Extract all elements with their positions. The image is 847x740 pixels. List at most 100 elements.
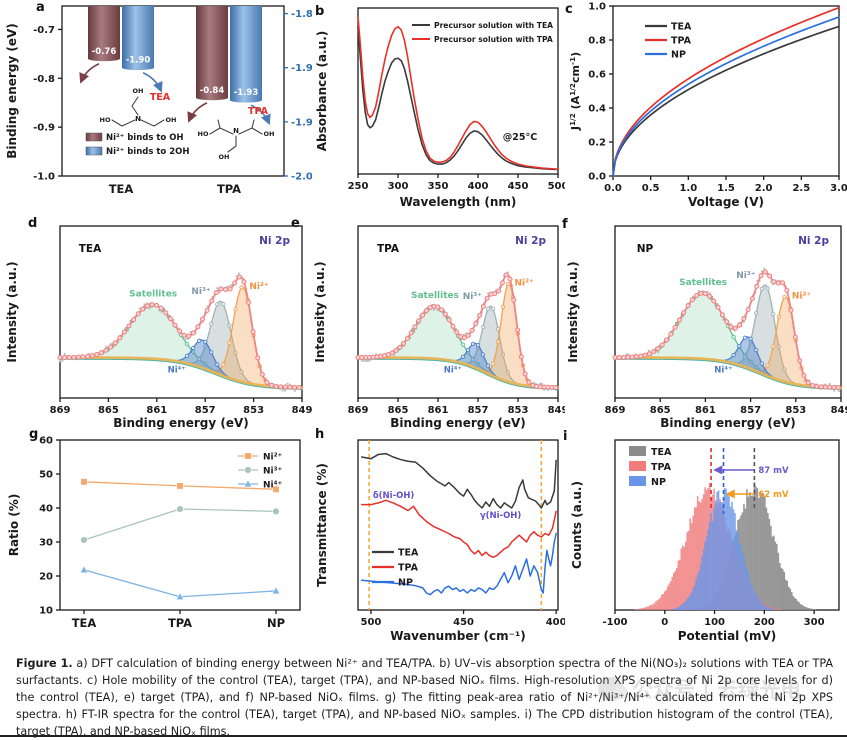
svg-text:-1.95: -1.95 <box>291 117 312 128</box>
svg-text:-2.00: -2.00 <box>291 172 312 183</box>
svg-text:-1.93: -1.93 <box>234 88 259 98</box>
svg-text:Ni⁴⁺: Ni⁴⁺ <box>263 481 283 491</box>
panel-c-chart: 0.0 0.5 1.0 1.5 2.0 2.5 3.00.00.20.40.60.81.0V… <box>568 2 847 210</box>
svg-text:OH: OH <box>219 153 230 161</box>
panel-g-chart: 10 20 30 40 50 60 TEA TPA NP Ratio (%) Ni²⁺ Ni³⁺ Ni⁴… <box>7 436 301 630</box>
svg-text:NP: NP <box>671 50 686 61</box>
svg-text:857: 857 <box>468 405 489 416</box>
svg-text:857: 857 <box>195 405 216 416</box>
svg-text:TPA: TPA <box>651 462 672 473</box>
svg-text:Ni³⁺: Ni³⁺ <box>736 271 756 281</box>
svg-text:Ni²⁺ binds to 2OH: Ni²⁺ binds to 2OH <box>106 147 189 157</box>
svg-text:HO: HO <box>198 130 209 138</box>
svg-text:861: 861 <box>146 405 167 416</box>
svg-text:TPA: TPA <box>248 106 269 117</box>
panel-letter-a: a <box>36 0 45 15</box>
svg-text:1.0: 1.0 <box>588 2 606 13</box>
svg-text:HO: HO <box>100 116 111 124</box>
svg-text:0.0: 0.0 <box>588 172 606 183</box>
svg-text:Ni⁴⁺: Ni⁴⁺ <box>168 366 186 376</box>
svg-text:40: 40 <box>39 504 53 515</box>
svg-text:300: 300 <box>388 181 409 192</box>
svg-text:Ni 2p: Ni 2p <box>798 235 829 247</box>
panel-d-chart: 869 865 861 857 853 849 Binding energy (eV) Int… <box>5 225 312 430</box>
svg-text:0.2: 0.2 <box>588 138 606 149</box>
svg-text:Satellites: Satellites <box>679 278 727 288</box>
panel-i-cpd-histogram: -100 0 100 200 300 Potential (mV) Counts (a.u.… <box>565 432 847 648</box>
svg-text:-0.9: -0.9 <box>33 123 55 134</box>
svg-text:62 mV: 62 mV <box>758 490 789 500</box>
svg-text:Wavenumber (cm⁻¹): Wavenumber (cm⁻¹) <box>390 629 525 643</box>
panel-g-ratio: 10 20 30 40 50 60 TEA TPA NP Ratio (%) Ni²⁺ Ni³⁺ Ni⁴… <box>0 432 312 648</box>
svg-text:869: 869 <box>348 405 369 416</box>
svg-text:861: 861 <box>428 405 449 416</box>
svg-text:@25°C: @25°C <box>503 132 537 143</box>
figure-caption-text: a) DFT calculation of binding energy bet… <box>16 657 834 739</box>
svg-text:Counts (a.u.): Counts (a.u.) <box>570 481 584 569</box>
svg-text:Ni²⁺: Ni²⁺ <box>263 453 283 463</box>
panel-f-xps-np: 869 865 861 857 853 849 Binding energy (eV) Int… <box>565 216 847 432</box>
svg-text:-1.0: -1.0 <box>33 172 55 183</box>
panel-letter-b: b <box>315 4 325 19</box>
svg-text:350: 350 <box>428 181 449 192</box>
svg-text:Ni²⁺: Ni²⁺ <box>792 292 812 302</box>
svg-text:Ni³⁺: Ni³⁺ <box>191 287 211 297</box>
svg-text:10: 10 <box>39 606 53 617</box>
panel-letter-e: e <box>291 216 300 231</box>
panel-h-ftir: 500 450 400 Wavenumber (cm⁻¹) Transmittance … <box>312 432 565 648</box>
svg-text:865: 865 <box>388 405 409 416</box>
svg-text:Ni 2p: Ni 2p <box>515 235 546 247</box>
svg-text:Ni²⁺: Ni²⁺ <box>249 282 269 292</box>
svg-text:Intensity (a.u.): Intensity (a.u.) <box>313 261 327 362</box>
panel-letter-g: g <box>29 427 39 442</box>
panel-b-uvvis-spectra: 250 300 350 400 450 500 Wavelength (nm) Absorba… <box>312 0 565 216</box>
svg-text:-1.85: -1.85 <box>291 9 312 20</box>
svg-text:δ(Ni-OH): δ(Ni-OH) <box>373 491 415 501</box>
figure-caption: Figure 1. a) DFT calculation of binding … <box>0 648 847 739</box>
svg-text:2.0: 2.0 <box>755 183 773 194</box>
svg-text:Voltage (V): Voltage (V) <box>688 195 764 209</box>
svg-text:60: 60 <box>39 436 53 447</box>
panel-letter-c: c <box>565 2 573 17</box>
svg-text:100: 100 <box>704 617 725 628</box>
svg-text:Ratio (%): Ratio (%) <box>7 494 21 557</box>
svg-text:30: 30 <box>39 538 53 549</box>
svg-text:-0.84: -0.84 <box>200 86 225 96</box>
svg-text:500: 500 <box>548 181 565 192</box>
svg-text:Potential (mV): Potential (mV) <box>678 629 776 643</box>
svg-text:Ni 2p: Ni 2p <box>259 235 290 247</box>
svg-text:0.0: 0.0 <box>604 183 622 194</box>
svg-text:0.8: 0.8 <box>588 36 606 47</box>
svg-text:-1.90: -1.90 <box>126 56 151 66</box>
svg-text:TEA: TEA <box>109 182 134 196</box>
svg-text:NP: NP <box>651 477 666 488</box>
svg-text:NP: NP <box>267 616 285 630</box>
svg-text:TEA: TEA <box>72 616 97 630</box>
svg-text:TEA: TEA <box>398 548 419 559</box>
svg-text:849: 849 <box>831 405 847 416</box>
svg-text:857: 857 <box>740 405 761 416</box>
svg-text:Ni⁴⁺: Ni⁴⁺ <box>714 366 732 376</box>
svg-text:400: 400 <box>468 181 489 192</box>
svg-text:400: 400 <box>546 617 565 628</box>
svg-text:Binding energy (eV): Binding energy (eV) <box>5 23 19 159</box>
svg-text:Satellites: Satellites <box>411 291 459 301</box>
panel-a-chart: -0.7 -0.8 -0.9 -1.0 -1.85 -1.90 -1.95 -2.00 Bind… <box>5 5 312 196</box>
svg-text:-1.90: -1.90 <box>291 63 312 74</box>
svg-text:Satellites: Satellites <box>129 290 177 300</box>
svg-text:869: 869 <box>50 405 71 416</box>
tea-molecule: OH HO OH N TEA <box>100 87 176 127</box>
svg-text:Ni³⁺: Ni³⁺ <box>263 467 283 477</box>
svg-text:1.5: 1.5 <box>717 183 735 194</box>
svg-text:300: 300 <box>804 617 825 628</box>
svg-text:Intensity (a.u.): Intensity (a.u.) <box>566 261 580 362</box>
svg-text:500: 500 <box>361 617 382 628</box>
svg-text:TEA: TEA <box>651 447 672 458</box>
panel-f-chart: 869 865 861 857 853 849 Binding energy (eV) Int… <box>566 225 847 430</box>
svg-text:TPA: TPA <box>168 616 192 630</box>
svg-text:Ni⁴⁺: Ni⁴⁺ <box>444 366 462 376</box>
svg-text:TPA: TPA <box>377 243 400 255</box>
svg-text:250: 250 <box>348 181 369 192</box>
panel-a-dft-binding-energy: -0.7 -0.8 -0.9 -1.0 -1.85 -1.90 -1.95 -2.00 Bind… <box>0 0 312 216</box>
